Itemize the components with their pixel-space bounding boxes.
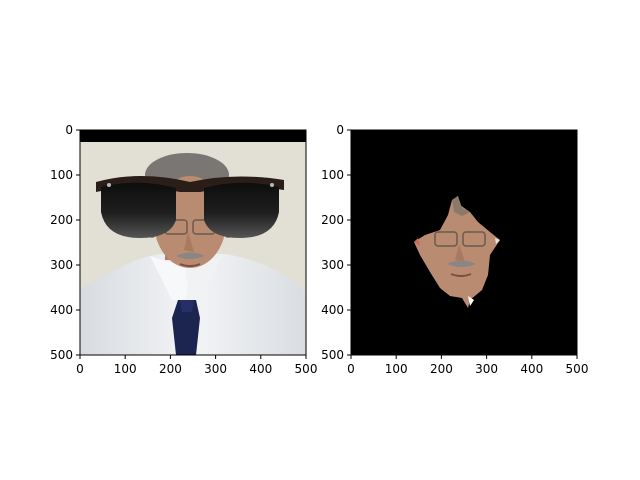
mouth [179,263,201,267]
tie [172,300,200,355]
sunglasses-frame [96,176,284,192]
y-tick-label: 100 [50,168,73,182]
right-image [351,130,577,355]
x-tick-label: 500 [295,362,318,376]
masked-glasses-left [434,231,458,247]
top-black-strip [80,130,306,142]
y-tick-label: 0 [336,123,344,137]
masked-glasses-right [462,231,486,247]
y-tick-label: 300 [50,258,73,272]
sunglasses-overlay [96,176,284,238]
sunglasses-lens-right [204,182,279,238]
x-tick-label: 300 [475,362,498,376]
masked-nose [455,244,465,262]
moustache [176,252,205,259]
y-tick-label: 100 [321,168,344,182]
x-tick-label: 400 [520,362,543,376]
tie-knot [180,300,194,312]
left-axes-frame [79,129,307,356]
mask-edge-light [495,238,500,244]
x-tick-label: 100 [385,362,408,376]
y-tick-label: 200 [50,213,73,227]
y-tick-label: 500 [50,348,73,362]
sunglasses-lens-left [101,182,176,238]
x-tick-label: 300 [204,362,227,376]
y-tick-label: 400 [321,303,344,317]
y-tick-label: 0 [65,123,73,137]
masked-hair [452,196,470,216]
x-tick-label: 400 [249,362,272,376]
collar-left [150,256,192,300]
mask-edge-white [468,296,474,306]
y-tick-label: 500 [321,348,344,362]
mask-edge-red [414,238,420,246]
y-tick-label: 200 [321,213,344,227]
sunglasses-rivet-left [107,183,111,187]
x-tick-label: 0 [347,362,355,376]
masked-mouth [450,273,472,277]
masked-moustache [447,260,476,267]
x-tick-label: 100 [114,362,137,376]
x-tick-label: 200 [430,362,453,376]
sunglasses-rivet-right [270,183,274,187]
x-tick-label: 0 [76,362,84,376]
right-axes-frame [350,129,578,356]
nose [184,232,194,252]
x-tick-label: 200 [159,362,182,376]
y-tick-label: 400 [50,303,73,317]
y-tick-label: 300 [321,258,344,272]
left-image [80,130,306,355]
x-tick-label: 500 [566,362,589,376]
